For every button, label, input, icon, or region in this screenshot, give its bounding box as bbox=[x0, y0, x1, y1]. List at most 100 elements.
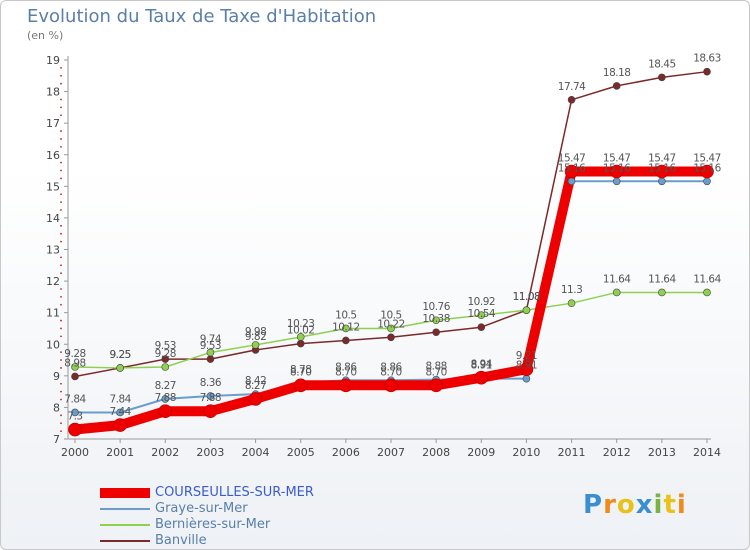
data-label: 18.45 bbox=[648, 58, 676, 70]
series-point-0 bbox=[655, 164, 669, 179]
y-tick-label: 9 bbox=[53, 370, 60, 383]
series-point-0 bbox=[564, 164, 579, 179]
series-point-2 bbox=[342, 324, 350, 333]
series-point-3 bbox=[477, 323, 486, 331]
data-label: 15.47 bbox=[693, 152, 721, 164]
legend-label: Banville bbox=[155, 533, 207, 548]
x-tick-label: 2014 bbox=[693, 446, 721, 459]
x-tick-label: 2010 bbox=[512, 446, 540, 459]
data-label: 9.53 bbox=[200, 340, 221, 352]
series-point-2 bbox=[387, 324, 395, 333]
series-point-1 bbox=[658, 177, 666, 186]
x-tick-label: 2007 bbox=[377, 446, 405, 459]
series-point-2 bbox=[161, 363, 170, 371]
y-minor-tick bbox=[60, 169, 62, 172]
data-label: 15.16 bbox=[648, 162, 676, 174]
legend-item: COURSEULLES-SUR-MER bbox=[100, 485, 400, 501]
y-minor-tick bbox=[60, 422, 62, 425]
series-point-1 bbox=[703, 177, 711, 186]
data-label: 10.5 bbox=[335, 309, 356, 321]
y-minor-tick bbox=[60, 430, 62, 433]
data-label: 10.23 bbox=[287, 318, 315, 330]
y-minor-tick bbox=[60, 272, 62, 275]
legend-swatch bbox=[100, 488, 150, 498]
series-point-0 bbox=[293, 378, 308, 393]
x-tick-label: 2011 bbox=[558, 446, 586, 459]
y-minor-tick bbox=[60, 264, 62, 267]
y-minor-tick bbox=[60, 351, 62, 354]
data-label: 9.25 bbox=[109, 349, 130, 361]
series-point-1 bbox=[522, 374, 531, 383]
y-minor-tick bbox=[60, 367, 62, 369]
series-point-2 bbox=[703, 288, 711, 297]
y-minor-tick bbox=[60, 74, 62, 77]
legend-label: COURSEULLES-SUR-MER bbox=[155, 485, 314, 500]
data-label: 11.3 bbox=[561, 284, 582, 296]
y-minor-tick bbox=[60, 161, 62, 164]
data-label: 11.64 bbox=[648, 273, 676, 285]
series-point-1 bbox=[612, 177, 621, 186]
y-minor-tick bbox=[60, 414, 62, 417]
series-point-1 bbox=[567, 177, 576, 186]
data-label: 8.70 bbox=[290, 366, 311, 378]
y-minor-tick bbox=[60, 319, 62, 322]
axes: 7 8 9 10 11 12 13 14 15 16 17 18 19 2000 2001 2002 2003 2… bbox=[46, 54, 721, 459]
data-label: 15.16 bbox=[558, 162, 586, 174]
data-label: 8.91 bbox=[516, 360, 537, 372]
x-tick-label: 2005 bbox=[287, 446, 315, 459]
legend-swatch bbox=[100, 524, 150, 526]
y-minor-tick bbox=[60, 193, 62, 196]
y-minor-tick bbox=[60, 224, 62, 227]
series-point-1 bbox=[161, 395, 170, 403]
data-label: 8.88 bbox=[425, 361, 446, 373]
data-label: 10.92 bbox=[468, 296, 496, 308]
data-label: 8.42 bbox=[245, 375, 266, 387]
y-minor-tick bbox=[60, 130, 62, 132]
y-tick-label: 13 bbox=[46, 244, 60, 257]
data-label: 8.94 bbox=[471, 359, 493, 371]
series-point-1 bbox=[206, 392, 215, 400]
series-point-2 bbox=[658, 288, 666, 297]
data-label: 8.70 bbox=[380, 366, 401, 378]
data-label: 11.64 bbox=[693, 273, 721, 285]
x-tick-label: 2006 bbox=[332, 446, 360, 459]
data-label: 11.08 bbox=[513, 291, 541, 303]
data-label: 8.27 bbox=[155, 380, 176, 392]
data-label: 8.36 bbox=[200, 377, 222, 389]
series-point-3 bbox=[71, 372, 79, 381]
y-minor-tick bbox=[60, 327, 62, 330]
x-tick-label: 2004 bbox=[242, 446, 270, 459]
data-label: 9.25 bbox=[109, 349, 130, 361]
series-point-2 bbox=[116, 364, 124, 372]
data-label: 8.78 bbox=[290, 364, 311, 376]
y-minor-tick bbox=[60, 398, 62, 401]
data-label: 7.84 bbox=[64, 393, 86, 405]
logo-letter: t bbox=[663, 490, 677, 520]
data-label: 7.88 bbox=[200, 392, 221, 404]
logo-letter: r bbox=[603, 490, 617, 520]
series-point-3 bbox=[567, 95, 576, 104]
x-tick-label: 2001 bbox=[106, 446, 134, 459]
data-label: 18.18 bbox=[603, 67, 631, 79]
y-tick-label: 12 bbox=[46, 275, 60, 288]
series-point-0 bbox=[203, 404, 218, 419]
series-point-3 bbox=[658, 73, 666, 82]
data-label: 10.5 bbox=[380, 309, 401, 321]
data-label: 9.28 bbox=[64, 348, 85, 360]
y-tick-label: 8 bbox=[53, 401, 60, 414]
data-label: 15.47 bbox=[558, 152, 586, 164]
data-label: 10.76 bbox=[422, 301, 450, 313]
series-point-0 bbox=[474, 370, 489, 385]
x-tick-label: 2000 bbox=[61, 446, 89, 459]
y-tick-label: 15 bbox=[46, 180, 60, 193]
series-point-3 bbox=[612, 82, 621, 90]
y-minor-tick bbox=[60, 382, 62, 385]
y-minor-tick bbox=[60, 240, 62, 243]
y-minor-tick bbox=[60, 232, 62, 235]
series-point-3 bbox=[206, 355, 215, 363]
x-tick-label: 2002 bbox=[151, 446, 179, 459]
y-minor-tick bbox=[60, 359, 62, 361]
data-label: 18.63 bbox=[693, 53, 721, 65]
y-tick-label: 10 bbox=[46, 338, 60, 351]
